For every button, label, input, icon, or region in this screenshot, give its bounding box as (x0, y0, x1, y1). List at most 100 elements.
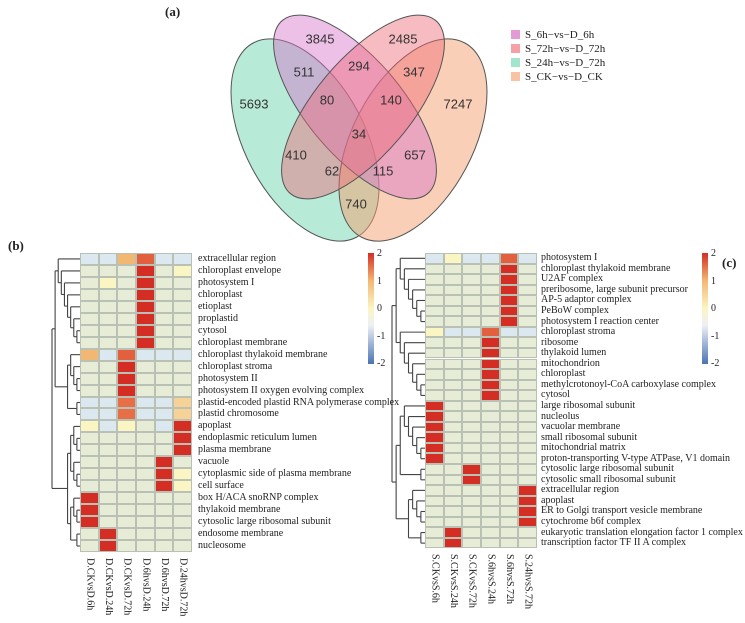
heatmap-cell (80, 288, 99, 301)
row-label: cytosolic large ribosomal subunit (541, 463, 674, 475)
heatmap-cell (117, 300, 136, 313)
heatmap-cell (518, 527, 537, 538)
heatmap-cell (117, 288, 136, 301)
heatmap-cell (117, 264, 136, 277)
heatmap-cell (117, 360, 136, 373)
row-label: transcription factor TF II A complex (541, 537, 687, 549)
heatmap-cell (425, 400, 444, 412)
heatmap-cell (518, 432, 537, 443)
heatmap-cell (462, 369, 481, 380)
heatmap-cell (518, 347, 537, 359)
heatmap-cell (136, 396, 155, 409)
heatmap-cell (98, 540, 118, 552)
heatmap-cell (173, 264, 192, 277)
heatmap-cell (425, 358, 444, 370)
heatmap-cell (481, 537, 500, 549)
row-label: plastid-encoded plastid RNA polymerase c… (198, 396, 400, 408)
row-label: thylakoid lumen (541, 347, 607, 359)
heatmap-cell (443, 379, 463, 391)
heatmap-cell (481, 421, 500, 433)
row-label: chloroplast thylakoid membrane (541, 262, 671, 274)
row-label: nucleolus (541, 410, 580, 422)
heatmap-cell (499, 326, 519, 338)
heatmap-cell (98, 408, 118, 421)
row-label: photosystem II (198, 372, 258, 384)
heatmap-cell (117, 516, 136, 529)
heatmap-cell (481, 358, 500, 370)
row-label: box H/ACA snoRNP complex (198, 492, 319, 504)
row-label: apoplast (541, 494, 575, 506)
legend-swatch (511, 58, 520, 67)
heatmap-cell (173, 288, 192, 301)
heatmap-cell (117, 336, 136, 349)
row-label: cytosolic small ribosomal subunit (541, 473, 676, 485)
colorbar-tick: 1 (711, 275, 716, 287)
heatmap-cell (173, 312, 192, 325)
heatmap-cell (136, 516, 155, 529)
column-label: D.6hvsD.24h (140, 558, 152, 612)
heatmap-cell (518, 263, 537, 275)
column-label: D.CKvsD.72h (121, 558, 133, 616)
venn-set-s72h (281, 14, 445, 200)
row-label: eukaryotic translation elongation factor… (541, 526, 743, 538)
heatmap-cell (98, 444, 118, 457)
heatmap-cell (136, 360, 155, 373)
venn-count: 3845 (305, 31, 335, 47)
heatmap-cell (443, 284, 463, 296)
venn-count: 511 (293, 64, 315, 80)
heatmap-cell (136, 324, 155, 337)
heatmap-cell (481, 495, 500, 507)
row-label: AP-5 adaptor complex (541, 294, 632, 306)
heatmap-cell (499, 263, 519, 275)
heatmap-cell (462, 390, 481, 401)
heatmap-cell (117, 420, 136, 433)
row-label: cell surface (198, 480, 244, 492)
heatmap-cell (154, 300, 174, 313)
venn-count: 347 (403, 64, 425, 80)
heatmap-cell (80, 324, 99, 337)
heatmap-cell (98, 253, 118, 265)
venn-count: 740 (345, 196, 367, 212)
heatmap-cell (136, 456, 155, 469)
heatmap-cell (154, 444, 174, 457)
heatmap-cell (80, 528, 99, 541)
heatmap-cell (173, 336, 192, 349)
heatmap-cell (443, 326, 463, 338)
heatmap-cell (154, 253, 174, 265)
heatmap-cell (499, 474, 519, 486)
venn-count: 80 (319, 92, 335, 108)
legend-swatch (511, 72, 520, 81)
heatmap-cell (518, 411, 537, 422)
heatmap-cell (499, 421, 519, 433)
heatmap-cell (154, 384, 174, 397)
heatmap-cell (117, 540, 136, 552)
heatmap-cell (481, 305, 500, 317)
heatmap-cell (425, 506, 444, 517)
heatmap-cell (443, 305, 463, 317)
row-label: cytosol (541, 389, 570, 401)
heatmap-cell (173, 324, 192, 337)
legend-item: S_CK−vs−D_CK (511, 70, 603, 83)
heatmap-cell (136, 372, 155, 385)
heatmap-cell (499, 347, 519, 359)
heatmap-cell (98, 468, 118, 481)
heatmap-cell (117, 432, 136, 445)
heatmap-cell (425, 295, 444, 306)
heatmap-cell (98, 372, 118, 385)
heatmap-cell (481, 464, 500, 475)
heatmap-cell (425, 263, 444, 275)
colorbar-tick: -2 (377, 358, 386, 369)
heatmap-cell (117, 480, 136, 493)
row-label: endosome membrane (198, 528, 284, 540)
heatmap-cell (117, 492, 136, 505)
heatmap-cell (518, 464, 537, 475)
heatmap-cell (443, 516, 463, 528)
venn-count: 2485 (388, 31, 418, 47)
heatmap-cell (98, 420, 118, 433)
legend-item: S_24h−vs−D_72h (511, 56, 605, 69)
heatmap-cell (425, 326, 444, 338)
row-label: etioplast (198, 300, 232, 312)
heatmap-cell (80, 492, 99, 505)
heatmap-cell (136, 444, 155, 457)
heatmap-cell (462, 411, 481, 422)
